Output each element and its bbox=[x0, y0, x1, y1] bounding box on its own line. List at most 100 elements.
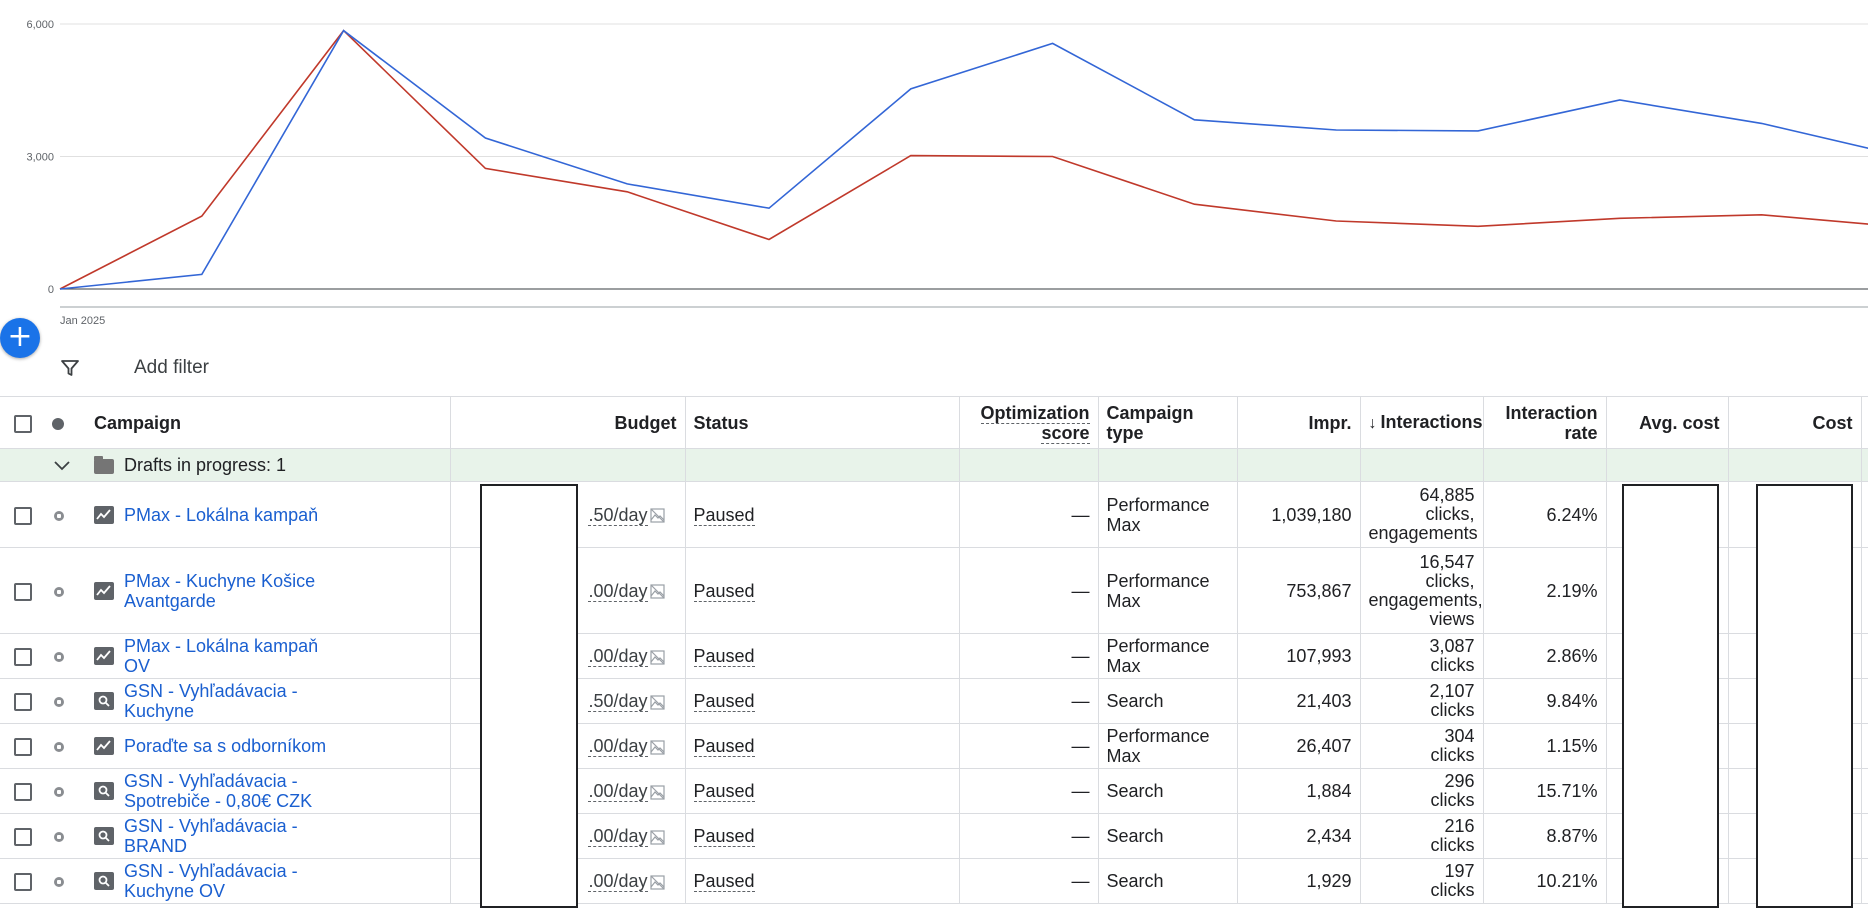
campaign-type-value: Performance Max bbox=[1098, 633, 1238, 679]
campaign-name-link[interactable]: GSN - Vyhľadávacia - Spotrebiče - 0,80€ … bbox=[124, 771, 313, 811]
interaction-rate-value: 2.86% bbox=[1483, 633, 1607, 679]
row-checkbox[interactable] bbox=[14, 582, 32, 601]
campaign-type-value: Search bbox=[1098, 813, 1238, 859]
impr-header[interactable]: Impr. bbox=[1237, 397, 1361, 449]
interactions-value: 16,547 clicks, engagements, views bbox=[1360, 547, 1484, 634]
status-value[interactable]: Paused bbox=[693, 691, 755, 712]
add-filter-button[interactable]: Add filter bbox=[134, 357, 209, 378]
table-row[interactable]: PMax - Lokálna kampaň OV .00/day Paused — Pe… bbox=[0, 633, 1868, 679]
interactions-line: clicks, bbox=[1425, 504, 1475, 524]
impr-value: 21,403 bbox=[1237, 678, 1361, 724]
filter-icon[interactable] bbox=[60, 358, 80, 378]
paused-status-icon[interactable] bbox=[54, 877, 64, 888]
row-checkbox[interactable] bbox=[14, 783, 32, 802]
campaign-name-link[interactable]: GSN - Vyhľadávacia - Kuchyne bbox=[124, 681, 298, 721]
budget-value[interactable]: .00/day bbox=[588, 826, 648, 847]
status-dot-icon[interactable] bbox=[52, 417, 64, 430]
campaign-name-link[interactable]: GSN - Vyhľadávacia - BRAND bbox=[124, 816, 298, 856]
budget-header[interactable]: Budget bbox=[450, 397, 686, 449]
paused-status-icon[interactable] bbox=[54, 652, 64, 663]
table-row[interactable]: PMax - Lokálna kampaň .50/day Paused — Perfo… bbox=[0, 481, 1868, 548]
y-tick-label: 6,000 bbox=[26, 19, 54, 31]
paused-status-icon[interactable] bbox=[54, 787, 64, 798]
interaction-rate-header[interactable]: Interaction rate bbox=[1483, 397, 1607, 449]
campaign-name-link[interactable]: PMax - Kuchyne Košice Avantgarde bbox=[124, 570, 316, 611]
paused-status-icon[interactable] bbox=[54, 697, 64, 708]
status-header[interactable]: Status bbox=[685, 397, 960, 449]
opt-score-header-line2: score bbox=[1041, 422, 1090, 444]
status-value[interactable]: Paused bbox=[693, 646, 755, 667]
interactions-line: 296 bbox=[1444, 771, 1475, 791]
budget-value[interactable]: .00/day bbox=[588, 646, 648, 667]
row-checkbox[interactable] bbox=[14, 693, 32, 712]
campaign-name-link[interactable]: PMax - Lokálna kampaň bbox=[124, 504, 319, 525]
drafts-group-row[interactable]: Drafts in progress: 1 bbox=[0, 448, 1868, 482]
select-all-checkbox[interactable] bbox=[14, 414, 32, 433]
budget-image-icon bbox=[649, 650, 665, 665]
row-checkbox[interactable] bbox=[14, 648, 32, 667]
table-row[interactable]: PMax - Kuchyne Košice Avantgarde .00/day P… bbox=[0, 547, 1868, 634]
budget-value[interactable]: .00/day bbox=[588, 781, 648, 802]
table-row[interactable]: GSN - Vyhľadávacia - Kuchyne OV .00/day Pa… bbox=[0, 858, 1868, 904]
row-checkbox[interactable] bbox=[14, 738, 32, 757]
optimization-score-header[interactable]: Optimization score bbox=[959, 397, 1099, 449]
status-value[interactable]: Paused bbox=[693, 580, 755, 602]
interactions-line: clicks bbox=[1430, 700, 1475, 720]
paused-status-icon[interactable] bbox=[54, 742, 64, 753]
status-value[interactable]: Paused bbox=[693, 781, 755, 802]
optimization-score-value: — bbox=[959, 723, 1099, 769]
campaign-type-value: Performance Max bbox=[1098, 481, 1238, 548]
impr-value: 107,993 bbox=[1237, 633, 1361, 679]
paused-status-icon[interactable] bbox=[54, 832, 64, 843]
budget-value[interactable]: .50/day bbox=[588, 691, 648, 712]
row-checkbox[interactable] bbox=[14, 828, 32, 847]
campaign-name-link[interactable]: GSN - Vyhľadávacia - Kuchyne OV bbox=[124, 861, 298, 901]
row-checkbox[interactable] bbox=[14, 873, 32, 892]
budget-image-icon bbox=[649, 508, 665, 523]
drafts-label: Drafts in progress: 1 bbox=[124, 455, 287, 475]
optimization-score-value: — bbox=[959, 633, 1099, 679]
campaign-type-header[interactable]: Campaign type bbox=[1098, 397, 1238, 449]
table-row[interactable]: Poraďte sa s odborníkom .00/day Paused — Per… bbox=[0, 723, 1868, 769]
interactions-line: clicks bbox=[1430, 790, 1475, 810]
add-button[interactable]: + bbox=[0, 318, 40, 358]
paused-status-icon[interactable] bbox=[54, 586, 64, 597]
status-value[interactable]: Paused bbox=[693, 736, 755, 757]
campaign-type-value: Performance Max bbox=[1098, 723, 1238, 769]
budget-image-icon bbox=[649, 695, 665, 710]
interactions-value: 304 clicks bbox=[1360, 723, 1484, 769]
performance-max-icon bbox=[94, 647, 114, 665]
interactions-value: 3,087 clicks bbox=[1360, 633, 1484, 679]
table-row[interactable]: GSN - Vyhľadávacia - Spotrebiče - 0,80€ … bbox=[0, 768, 1868, 814]
budget-value[interactable]: .00/day bbox=[588, 736, 648, 757]
interactions-header[interactable]: ↓ Interactions bbox=[1360, 397, 1484, 449]
interactions-value: 64,885 clicks, engagements bbox=[1360, 481, 1484, 548]
table-header-row: Campaign Budget Status Optimization score… bbox=[0, 397, 1868, 449]
optimization-score-value: — bbox=[959, 858, 1099, 904]
status-value[interactable]: Paused bbox=[693, 504, 755, 526]
status-value[interactable]: Paused bbox=[693, 826, 755, 847]
campaign-name-link[interactable]: PMax - Lokálna kampaň OV bbox=[124, 636, 319, 676]
optimization-score-value: — bbox=[959, 481, 1099, 548]
interactions-line: 304 bbox=[1444, 726, 1475, 746]
interactions-line: clicks bbox=[1430, 655, 1475, 675]
table-row[interactable]: GSN - Vyhľadávacia - Kuchyne .50/day Pause… bbox=[0, 678, 1868, 724]
budget-image-icon bbox=[649, 830, 665, 845]
budget-value[interactable]: .00/day bbox=[588, 580, 648, 602]
paused-status-icon[interactable] bbox=[54, 510, 64, 521]
campaign-header[interactable]: Campaign bbox=[86, 397, 451, 449]
budget-value[interactable]: .00/day bbox=[588, 871, 648, 892]
row-checkbox[interactable] bbox=[14, 506, 32, 525]
campaign-name-link[interactable]: Poraďte sa s odborníkom bbox=[124, 736, 327, 756]
status-value[interactable]: Paused bbox=[693, 871, 755, 892]
chevron-down-icon[interactable] bbox=[54, 461, 70, 471]
campaign-type-value: Search bbox=[1098, 768, 1238, 814]
table-row[interactable]: GSN - Vyhľadávacia - BRAND .00/day Paused —… bbox=[0, 813, 1868, 859]
budget-value[interactable]: .50/day bbox=[588, 504, 648, 526]
campaign-type-header-label: Campaign type bbox=[1106, 402, 1194, 443]
avg-cost-header[interactable]: Avg. cost bbox=[1606, 397, 1729, 449]
impr-value: 753,867 bbox=[1237, 547, 1361, 634]
cost-header[interactable]: Cost bbox=[1728, 397, 1862, 449]
interactions-line: 16,547 bbox=[1419, 551, 1475, 572]
interactions-line: clicks bbox=[1430, 835, 1475, 855]
